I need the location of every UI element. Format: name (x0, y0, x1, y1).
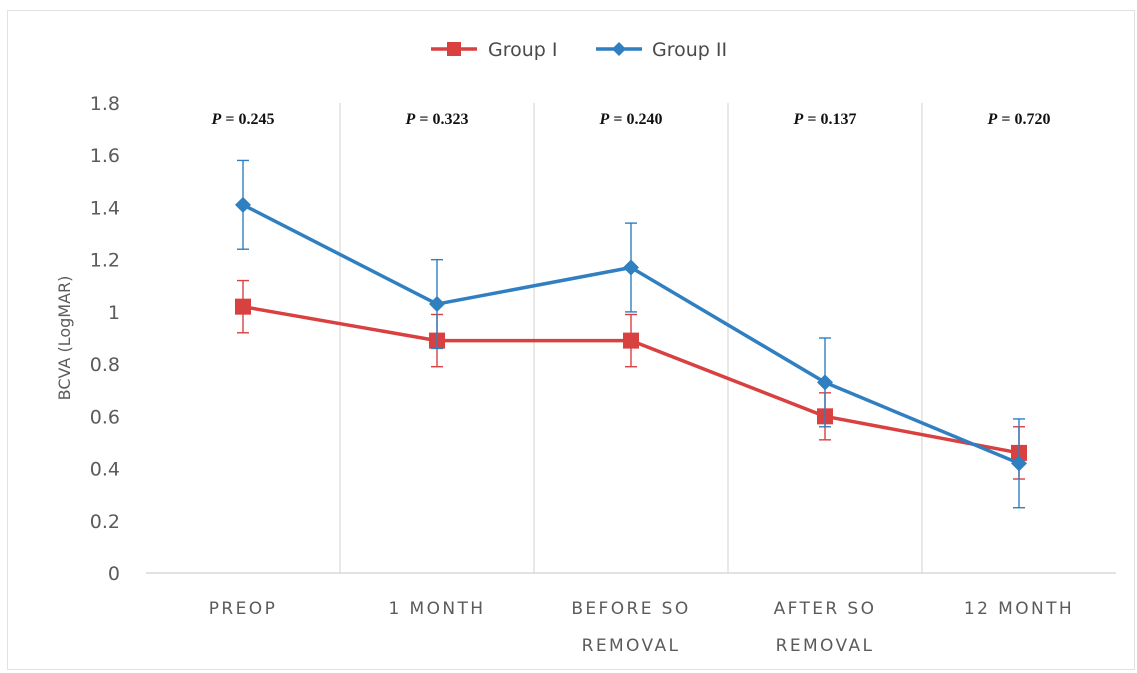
y-axis-label: BCVA (LogMAR) (55, 276, 74, 401)
x-tick-label: BEFORE SO (571, 599, 690, 619)
data-point-group-ii (429, 296, 445, 313)
y-tick-label: 1 (108, 302, 120, 324)
x-tick-label: REMOVAL (582, 636, 681, 656)
data-point-group-i (623, 332, 639, 349)
p-value-label: P = 0.323 (405, 111, 469, 128)
y-tick-label: 0.2 (90, 511, 120, 533)
legend-item-group-ii: Group II (596, 39, 727, 61)
y-tick-label: 1.6 (90, 145, 120, 167)
data-point-group-ii (235, 196, 251, 213)
y-tick-label: 0.8 (90, 354, 120, 376)
y-tick-label: 0.4 (90, 459, 120, 481)
y-tick-label: 0 (108, 563, 120, 585)
y-tick-label: 1.4 (90, 197, 120, 219)
data-point-group-ii (623, 259, 639, 276)
x-tick-label: REMOVAL (776, 636, 875, 656)
x-tick-label: 12 MONTH (964, 599, 1074, 619)
data-point-group-ii (817, 374, 833, 391)
y-tick-label: 1.2 (90, 250, 120, 272)
legend-marker-group-ii (612, 42, 626, 56)
y-tick-label: 0.6 (90, 406, 120, 428)
series-group-ii (235, 159, 1027, 509)
y-tick-label: 1.8 (90, 93, 120, 115)
x-tick-label: AFTER SO (774, 599, 877, 619)
p-value-label: P = 0.240 (599, 111, 663, 128)
p-value-label: P = 0.245 (211, 111, 275, 128)
legend-label-group-i: Group I (488, 39, 558, 61)
legend-item-group-i: Group I (431, 39, 558, 61)
legend-label-group-ii: Group II (652, 39, 727, 61)
legend-marker-group-i (447, 42, 461, 56)
x-tick-label: 1 MONTH (389, 599, 486, 619)
p-value-label: P = 0.137 (793, 111, 857, 128)
data-point-group-i (235, 298, 251, 315)
x-tick-label: PREOP (209, 599, 277, 619)
p-value-label: P = 0.720 (987, 111, 1051, 128)
data-point-group-ii (1011, 455, 1027, 472)
